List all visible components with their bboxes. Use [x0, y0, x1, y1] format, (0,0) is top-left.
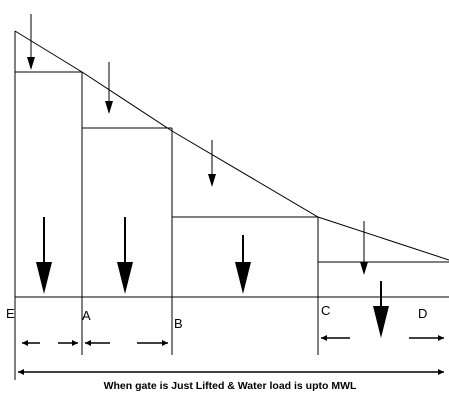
- resultant-arrow-3: [235, 235, 251, 294]
- point-label-d: D: [418, 306, 427, 321]
- resultant-arrow-4: [373, 281, 389, 338]
- diagram-caption: When gate is Just Lifted & Water load is…: [104, 380, 357, 392]
- point-label-c: C: [321, 303, 330, 318]
- resultant-load-arrows: [36, 217, 389, 338]
- load-arrow-small-2: [105, 62, 113, 114]
- point-label-a: A: [82, 308, 91, 323]
- water-load-line: [14, 30, 449, 261]
- slope-load-arrows: [27, 14, 368, 275]
- point-label-b: B: [174, 316, 183, 331]
- point-label-e: E: [6, 306, 15, 321]
- load-arrow-small-4: [360, 221, 368, 275]
- load-blocks: [14, 31, 449, 297]
- dimension-ticks: [14, 297, 319, 380]
- dimension-arrows: [18, 335, 444, 375]
- resultant-arrow-2: [117, 217, 133, 294]
- resultant-arrow-1: [36, 217, 52, 294]
- load-arrow-small-1: [27, 14, 35, 70]
- load-arrow-small-3: [208, 140, 216, 187]
